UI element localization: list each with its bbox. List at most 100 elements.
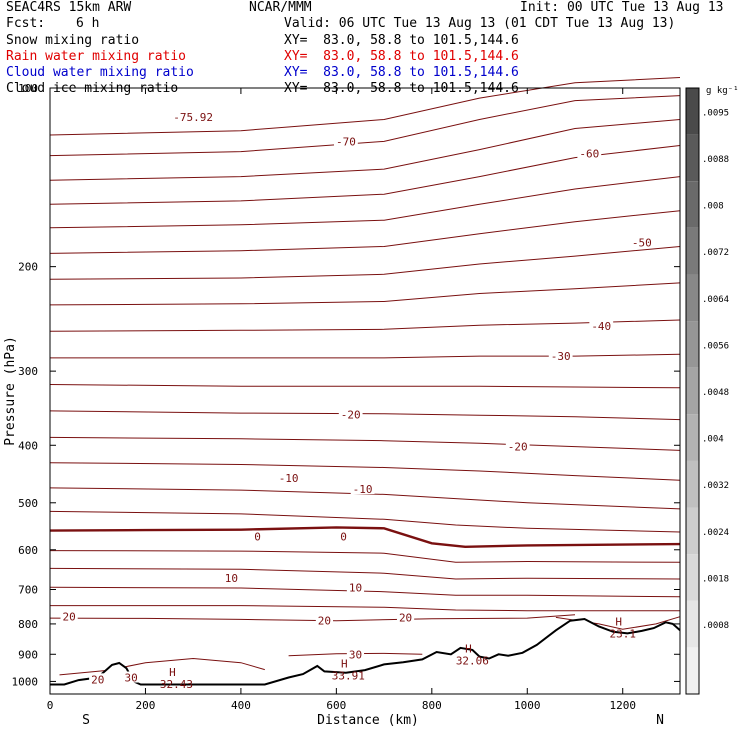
contour-line — [49, 210, 681, 254]
contour-line — [49, 77, 681, 136]
contour-label: 20 — [62, 611, 75, 624]
contour-line — [49, 487, 681, 510]
colorbar-unit: g kg⁻¹ — [706, 86, 739, 96]
contour-label-bg — [589, 320, 614, 332]
contour-line — [59, 657, 265, 676]
forecast-label: Fcst: — [6, 16, 46, 31]
contour-line — [49, 246, 681, 280]
contour-line — [49, 567, 681, 580]
field-name-cloud-water: Cloud water mixing ratio — [6, 65, 194, 80]
x-tick-label: 0 — [47, 699, 54, 712]
y-tick-label: 500 — [18, 497, 38, 510]
contour-line — [49, 526, 681, 549]
contour-label: -20 — [508, 441, 528, 454]
field-xy-cloud-water: XY= 83.0, 58.8 to 101.5,144.6 — [284, 65, 519, 80]
colorbar-swatch — [686, 321, 699, 368]
colorbar-swatch — [686, 554, 699, 601]
field-name-rain: Rain water mixing ratio — [6, 49, 187, 64]
contour-label-bg — [276, 471, 301, 483]
contour-line — [49, 119, 681, 181]
field-name-snow: Snow mixing ratio — [6, 33, 140, 48]
x-tick-label: 800 — [422, 699, 442, 712]
colorbar-label: .0032 — [702, 481, 729, 491]
colorbar-swatch — [686, 181, 699, 228]
y-tick-label: 900 — [18, 648, 38, 661]
contour-label-bg — [346, 581, 365, 593]
contour-label-bg — [89, 673, 107, 685]
model-title: SEAC4RS 15km ARW — [6, 0, 132, 15]
contour-label: 20 — [318, 615, 331, 628]
contour-label-bg — [171, 111, 215, 123]
contour-line — [49, 614, 576, 622]
colorbar-swatch — [686, 647, 699, 694]
contour-label: 0 — [340, 531, 347, 544]
contour-label: -40 — [591, 320, 611, 333]
contour-label-bg — [505, 440, 530, 452]
contour-label: -60 — [579, 148, 599, 161]
colorbar-label: .0008 — [702, 621, 729, 631]
field-xy-rain: XY= 83.0, 58.8 to 101.5,144.6 — [284, 49, 519, 64]
endpoint-left: S — [82, 713, 90, 728]
contour-label-bg — [350, 483, 375, 495]
colorbar: .0095 .0088 .008 .0072 .0064 .0056 .0048 .004 .0… — [685, 87, 729, 695]
y-tick-label: 100 — [18, 82, 38, 95]
colorbar-label: .0064 — [702, 295, 729, 305]
contour-label: -70 — [336, 135, 356, 148]
contour-label-bg — [252, 530, 263, 542]
colorbar-label: .008 — [702, 202, 724, 212]
high-marker: H — [615, 616, 622, 629]
contour-line — [50, 353, 681, 359]
high-value: 32.06 — [456, 655, 489, 668]
org-label: NCAR/MMM — [249, 0, 312, 15]
contour-line — [49, 436, 681, 451]
y-axis-label: Pressure (hPa) — [3, 336, 18, 446]
contour-label: 20 — [399, 611, 412, 624]
y-tick-label: 800 — [18, 618, 38, 631]
x-axis: 0 200 400 600 800 1000 1200 — [47, 88, 636, 712]
contour-line — [49, 282, 681, 306]
contour-label: -75.92 — [173, 111, 213, 124]
high-value: 32.43 — [160, 678, 193, 691]
x-tick-label: 1000 — [514, 699, 541, 712]
terrain-fill — [50, 619, 680, 694]
contour-label-bg — [60, 610, 78, 622]
contour-label-bg — [338, 530, 349, 542]
colorbar-label: .0088 — [702, 155, 729, 165]
y-tick-label: 400 — [18, 439, 38, 452]
high-value: 33.91 — [332, 669, 365, 682]
contour-label-bg — [577, 147, 602, 159]
x-tick-label: 1200 — [609, 699, 636, 712]
contour-line — [49, 384, 681, 389]
colorbar-swatch — [686, 274, 699, 322]
high-marker: H — [169, 666, 176, 679]
contour-label-bg — [122, 671, 140, 683]
y-tick-label: 1000 — [12, 675, 39, 688]
x-tick-label: 400 — [231, 699, 251, 712]
colorbar-swatch — [686, 507, 699, 555]
field-xy-snow: XY= 83.0, 58.8 to 101.5,144.6 — [284, 33, 519, 48]
contour-label: -50 — [632, 236, 652, 249]
contour-label: -20 — [341, 409, 361, 422]
x-axis-label: Distance (km) — [317, 713, 419, 728]
x-tick-label: 200 — [136, 699, 156, 712]
colorbar-swatch — [686, 227, 699, 275]
contour-label-bg — [396, 611, 415, 623]
endpoint-right: N — [656, 713, 664, 728]
contour-label-bg — [548, 350, 573, 362]
contour-label: 0 — [254, 531, 261, 544]
y-tick-label: 600 — [18, 544, 38, 557]
contour-label-bg — [334, 135, 358, 147]
contour-label: 20 — [91, 673, 104, 686]
contour-label-bg — [338, 408, 363, 420]
contour-line — [49, 176, 681, 229]
high-marker: H — [341, 657, 348, 670]
contour-line — [49, 95, 681, 157]
contour-line — [49, 462, 681, 481]
contour-label: -30 — [551, 350, 571, 363]
contour-label: -10 — [353, 483, 373, 496]
colorbar-swatch — [686, 460, 699, 508]
y-tick-label: 200 — [18, 261, 38, 274]
contour-line — [49, 586, 681, 598]
